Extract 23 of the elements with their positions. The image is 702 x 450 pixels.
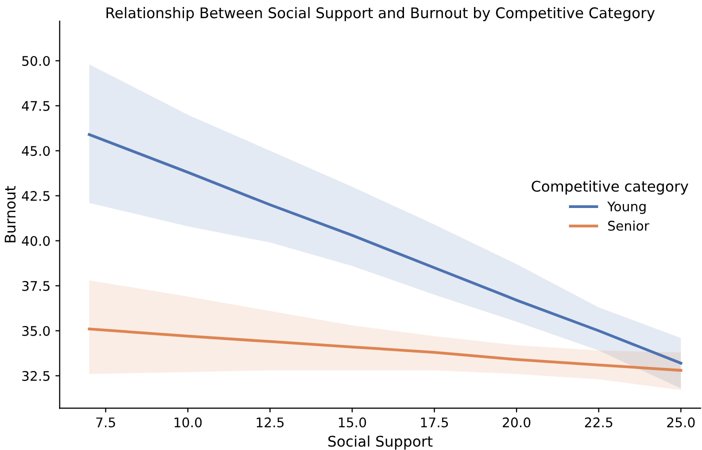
legend-label: Young (607, 202, 646, 214)
line-series (88, 328, 682, 372)
y-tick-label: 40.0 (22, 236, 50, 246)
y-tick-label: 47.5 (22, 101, 50, 111)
y-axis-title: Burnout (4, 186, 16, 242)
legend-title: Competitive category (532, 180, 688, 195)
x-tick-label: 7.5 (96, 418, 116, 428)
x-tick-label: 25.0 (667, 417, 695, 428)
y-tick-label: 32.5 (22, 370, 50, 381)
chart-title: Relationship Between Social Support and Burnout by Competitive Category (106, 7, 655, 22)
x-tick-label: 15.0 (338, 417, 366, 428)
x-tick-label: 20.0 (502, 417, 530, 428)
y-tick-label: 42.5 (22, 190, 50, 201)
y-tick-label: 37.5 (22, 280, 50, 291)
y-tick-label: 35.0 (22, 326, 50, 336)
x-tick-label: 12.5 (256, 417, 284, 428)
x-tick-label: 10.0 (174, 417, 202, 428)
legend-label: Senior (608, 220, 650, 231)
y-tick-label: 45.0 (22, 146, 50, 156)
x-tick-label: 17.5 (421, 418, 448, 428)
x-tick-label: 22.5 (584, 417, 612, 428)
x-axis-title: Social Support (328, 436, 433, 450)
y-tick-label: 50.0 (22, 56, 50, 66)
